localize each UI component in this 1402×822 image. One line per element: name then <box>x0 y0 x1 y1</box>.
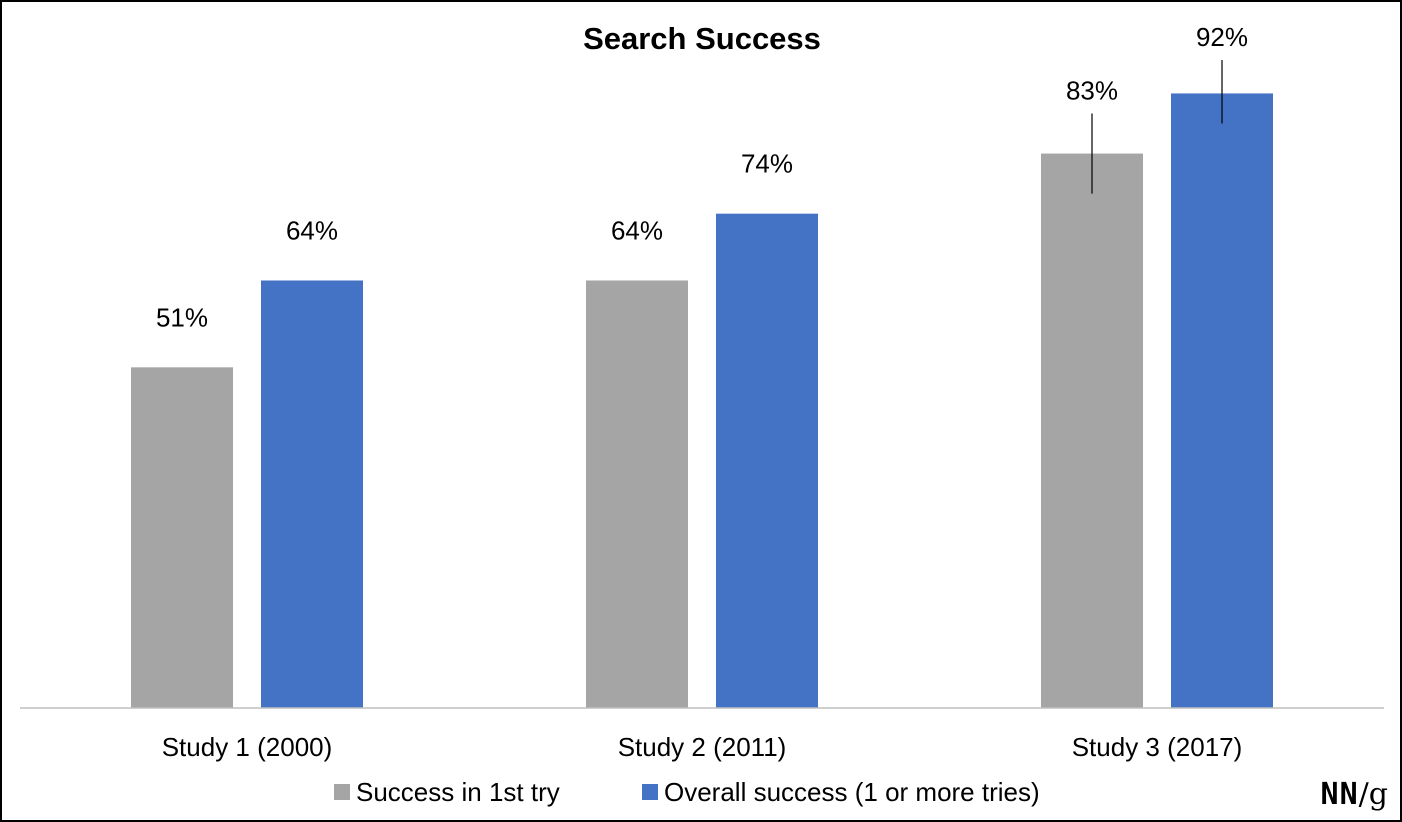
data-labels-group: 51% 64% 64% 74% 83% 92% <box>156 22 1248 332</box>
legend-swatch-2 <box>642 784 658 800</box>
data-label-study-1-2000-series-1: 51% <box>156 302 208 332</box>
bars-group <box>131 93 1273 708</box>
bar-study-2-2011-series-1 <box>586 280 688 708</box>
legend: Success in 1st try Overall success (1 or … <box>334 777 1040 807</box>
error-bars-group <box>1091 60 1223 194</box>
nng-logo: NN/g <box>1320 777 1388 812</box>
data-label-study-1-2000-series-2: 64% <box>286 215 338 245</box>
legend-label-2: Overall success (1 or more tries) <box>664 777 1040 807</box>
data-label-study-3-2017-series-2: 92% <box>1196 22 1248 52</box>
data-label-study-3-2017-series-1: 83% <box>1066 75 1118 105</box>
data-label-study-2-2011-series-2: 74% <box>741 149 793 179</box>
bar-study-1-2000-series-1 <box>131 367 233 708</box>
x-tick-label-3: Study 3 (2017) <box>1072 732 1243 762</box>
x-tick-labels-group: Study 1 (2000) Study 2 (2011) Study 3 (201… <box>162 732 1243 762</box>
x-tick-label-1: Study 1 (2000) <box>162 732 333 762</box>
bar-study-3-2017-series-2 <box>1171 93 1273 708</box>
bar-study-2-2011-series-2 <box>716 213 818 708</box>
chart-title: Search Success <box>583 21 821 56</box>
x-tick-label-2: Study 2 (2011) <box>618 732 787 762</box>
bar-study-1-2000-series-2 <box>261 280 363 708</box>
legend-label-1: Success in 1st try <box>356 777 560 807</box>
data-label-study-2-2011-series-1: 64% <box>611 215 663 245</box>
legend-swatch-1 <box>334 784 350 800</box>
bar-study-3-2017-series-1 <box>1041 153 1143 708</box>
